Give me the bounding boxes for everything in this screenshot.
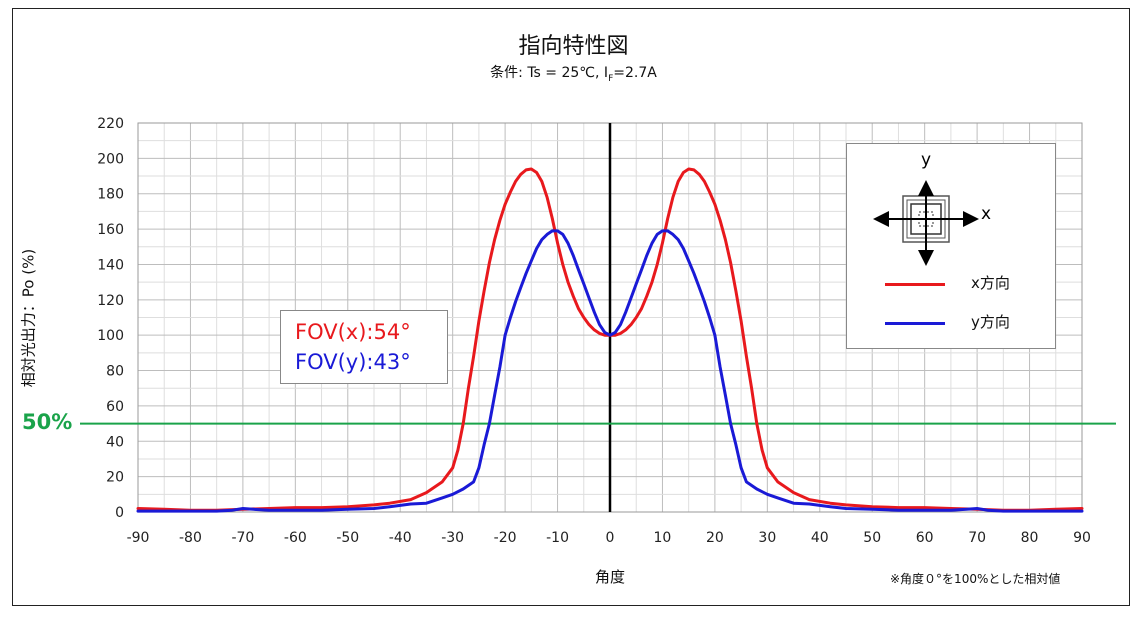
series-line-y: [136, 229, 1084, 513]
x-tick-label: -10: [546, 530, 569, 546]
y-tick-label: 220: [97, 116, 124, 132]
x-tick-label: -70: [231, 530, 254, 546]
package-diagram-icon: [873, 180, 979, 266]
fov-annotation-box: FOV(x):54° FOV(y):43°: [280, 310, 448, 384]
x-tick-label: -60: [284, 530, 307, 546]
legend: y x x方向 y方向: [846, 143, 1056, 349]
inset-y-axis-label: y: [921, 150, 932, 170]
fov-y-label: FOV(y):43°: [295, 350, 411, 374]
chart-frame: [12, 8, 1130, 606]
x-tick-label: -50: [336, 530, 359, 546]
chart-title: 指向特性図: [518, 34, 629, 59]
x-tick-label: -20: [494, 530, 517, 546]
x-tick-label: -90: [127, 530, 150, 546]
x-tick-label: 20: [706, 530, 724, 546]
y-axis-label: 相対光出力：Po (%): [19, 248, 38, 388]
x-tick-label: -40: [389, 530, 412, 546]
x-tick-label: 0: [606, 530, 615, 546]
y-tick-label: 200: [97, 151, 124, 167]
y-tick-label: 80: [106, 364, 124, 380]
x-tick-label: 70: [968, 530, 986, 546]
y-tick-label: 100: [97, 328, 124, 344]
inset-x-axis-label: x: [981, 204, 992, 224]
x-axis-label: 角度: [594, 568, 626, 586]
x-tick-label: 90: [1073, 530, 1091, 546]
x-tick-label: 80: [1021, 530, 1039, 546]
y-tick-label: 180: [97, 187, 124, 203]
legend-swatch-x: [885, 283, 945, 286]
x-tick-label: 50: [863, 530, 881, 546]
footnote: ※角度０°を100%とした相対値: [890, 572, 1061, 586]
legend-swatch-y: [885, 322, 945, 325]
legend-label-x: x方向: [971, 274, 1010, 292]
y-tick-label: 20: [106, 470, 124, 486]
x-tick-label: -80: [179, 530, 202, 546]
legend-label-y: y方向: [971, 313, 1010, 331]
y-tick-label: 120: [97, 293, 124, 309]
x-tick-label: -30: [441, 530, 464, 546]
y-tick-label: 40: [106, 434, 124, 450]
y-tick-label: 0: [115, 505, 124, 521]
x-tick-label: 40: [811, 530, 829, 546]
y-tick-label: 160: [97, 222, 124, 238]
chart-subtitle: 条件: Ts = 25℃, IF=2.7A: [490, 65, 657, 84]
reference-line-label: 50%: [22, 410, 73, 434]
x-tick-label: 10: [654, 530, 672, 546]
x-tick-label: 30: [758, 530, 776, 546]
y-tick-label: 60: [106, 399, 124, 415]
y-tick-label: 140: [97, 257, 124, 273]
fov-x-label: FOV(x):54°: [295, 320, 411, 344]
x-tick-label: 60: [916, 530, 934, 546]
